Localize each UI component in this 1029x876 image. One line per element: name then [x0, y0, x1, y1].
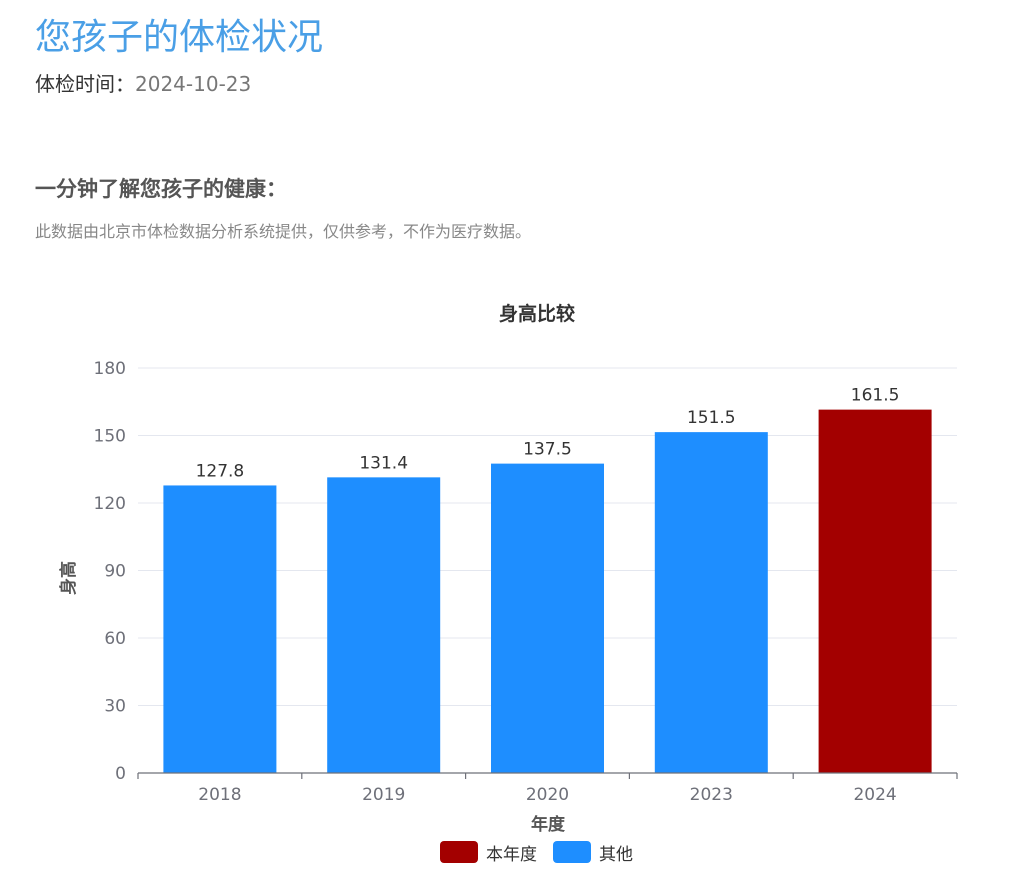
y-tick-label: 0 [115, 764, 126, 784]
bar-value-label: 161.5 [851, 386, 900, 406]
y-tick-label: 60 [104, 629, 126, 649]
legend-item-current-year[interactable]: 本年度 [440, 840, 537, 865]
bar-value-label: 131.4 [359, 453, 408, 473]
legend-item-other-years[interactable]: 其他 [553, 840, 633, 865]
exam-date-row: 体检时间：2024-10-23 [35, 70, 251, 98]
legend-label-current-year: 本年度 [486, 844, 537, 865]
bar-2019[interactable] [327, 477, 441, 773]
y-tick-label: 120 [94, 494, 126, 514]
x-tick-label: 2024 [853, 785, 896, 805]
x-tick-label: 2019 [362, 785, 405, 805]
bar-value-label: 137.5 [523, 440, 572, 460]
x-tick-label: 2018 [198, 785, 241, 805]
chart-bars: 127.8 131.4 137.5 151.5 161.5 [163, 386, 932, 773]
bar-2020[interactable] [491, 463, 604, 773]
legend-swatch-current-year [440, 841, 478, 863]
y-tick-label: 150 [94, 427, 126, 447]
legend-label-other-years: 其他 [599, 844, 633, 865]
bar-value-label: 127.8 [196, 461, 245, 481]
section-heading: 一分钟了解您孩子的健康： [35, 177, 287, 201]
x-axis: 2018 2019 2020 2023 2024 [137, 772, 958, 805]
y-axis-label: 身高 [58, 561, 79, 595]
bar-2024[interactable] [818, 409, 932, 773]
data-source-note: 此数据由北京市体检数据分析系统提供，仅供参考，不作为医疗数据。 [35, 222, 532, 241]
y-axis: 0 30 60 90 120 150 180 [94, 359, 126, 784]
bar-value-label: 151.5 [687, 408, 736, 428]
exam-date-value: 2024-10-23 [135, 72, 252, 96]
x-tick-label: 2023 [690, 785, 733, 805]
y-tick-label: 90 [104, 562, 126, 582]
exam-date-label: 体检时间： [35, 72, 135, 96]
x-axis-label: 年度 [531, 814, 566, 835]
bar-2023[interactable] [654, 432, 768, 773]
chart-title: 身高比较 [499, 302, 575, 325]
y-tick-label: 180 [94, 359, 126, 379]
legend-swatch-other-years [553, 841, 591, 863]
page-title: 您孩子的体检状况 [35, 17, 324, 58]
x-tick-label: 2020 [526, 785, 569, 805]
y-tick-label: 30 [104, 697, 126, 717]
bar-2018[interactable] [163, 485, 277, 773]
chart-legend: 本年度 其他 [0, 840, 1029, 865]
